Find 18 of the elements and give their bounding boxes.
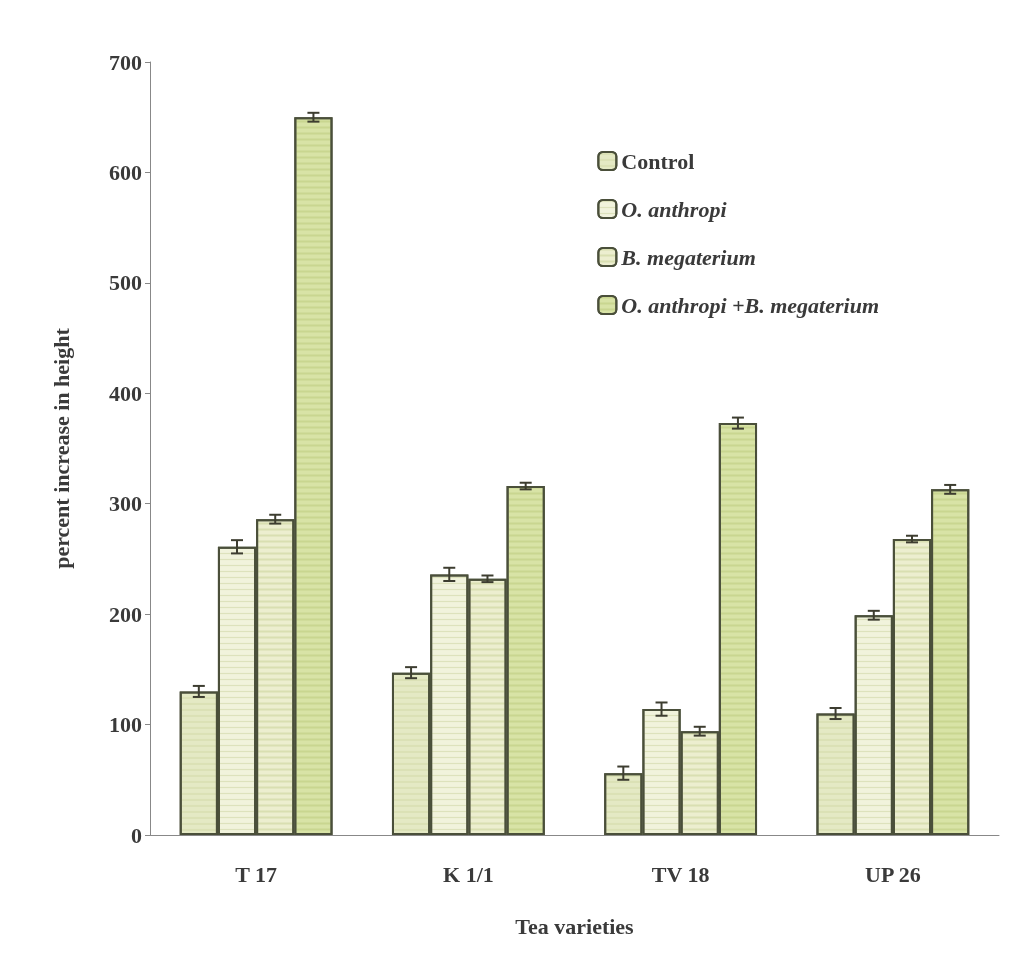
x-tick-label: T 17 [235, 861, 278, 887]
y-tick-label: 200 [109, 601, 142, 627]
legend-label: B. megaterium [620, 244, 756, 270]
y-tick-label: 400 [109, 380, 142, 406]
y-tick-label: 500 [109, 270, 142, 296]
y-tick-label: 100 [109, 712, 142, 738]
x-tick-label: TV 18 [651, 861, 710, 887]
y-tick-label: 0 [131, 822, 142, 848]
y-axis-title: percent increase in height [48, 327, 74, 569]
y-tick-label: 700 [109, 49, 142, 75]
x-axis-title: Tea varieties [515, 913, 635, 939]
legend-label: O. anthropi [621, 196, 728, 222]
y-tick-label: 300 [109, 491, 142, 517]
x-tick-label: K 1/1 [443, 861, 494, 887]
y-tick-label: 600 [109, 159, 142, 185]
x-tick-label: UP 26 [865, 861, 921, 887]
legend-label: Control [621, 148, 695, 174]
legend-label: O. anthropi +B. megaterium [621, 292, 880, 318]
